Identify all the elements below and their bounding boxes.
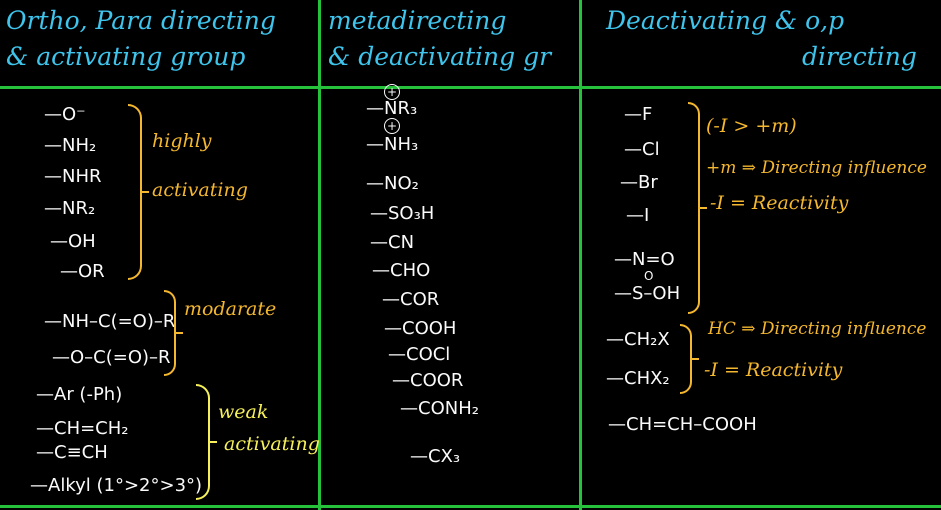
- col1-item: —OR: [60, 261, 105, 282]
- col1-item: —C≡CH: [36, 442, 108, 463]
- col3-item: —N=O: [614, 249, 675, 270]
- note-halogen-directing: +m ⇒ Directing influence: [706, 158, 927, 178]
- col1-item: —NH₂: [44, 135, 97, 156]
- note-moderate: modarate: [184, 298, 277, 320]
- heading-col3-line1: Deactivating & o,p: [606, 6, 845, 35]
- col1-item: —NHR: [44, 166, 102, 187]
- brace-halogens: [688, 102, 707, 314]
- column-divider-2: [579, 0, 582, 510]
- col2-item: —COOR: [392, 370, 464, 391]
- heading-col1-line1: Ortho, Para directing: [6, 6, 276, 35]
- column-divider-1: [318, 0, 321, 510]
- bottom-border: [0, 505, 941, 508]
- col3-item: —Cl: [624, 139, 660, 160]
- col2-item: —COOH: [384, 318, 457, 339]
- col2-item: —NO₂: [366, 173, 419, 194]
- note-halogen-reactivity: -I = Reactivity: [710, 192, 849, 214]
- col2-item: —CONH₂: [400, 398, 479, 419]
- note-weak: weak: [218, 401, 269, 423]
- col2-item: —NH₃: [366, 134, 419, 155]
- col2-item: —COR: [382, 289, 440, 310]
- col1-item: —Alkyl (1°>2°>3°): [30, 475, 203, 496]
- heading-col1-line2: & activating group: [6, 42, 246, 71]
- col3-item: —S–OH: [614, 283, 681, 304]
- positive-charge-icon: +: [384, 118, 400, 134]
- col3-item: —F: [624, 104, 653, 125]
- col1-item: —O–C(=O)–R: [52, 347, 171, 368]
- col3-item: —CH=CH–COOH: [608, 414, 757, 435]
- note-halomethyl-directing: HC ⇒ Directing influence: [708, 319, 927, 339]
- col1-item: —Ar (-Ph): [36, 384, 123, 405]
- col1-item: —NR₂: [44, 198, 96, 219]
- col3-item: —CHX₂: [606, 368, 670, 389]
- col2-item: —CHO: [372, 260, 431, 281]
- col1-item: —O⁻: [44, 104, 86, 125]
- note-activating: activating: [152, 179, 248, 201]
- sulfur-double-bond-oxygen: O: [644, 269, 654, 283]
- note-weak-activating: activating: [224, 433, 320, 455]
- col2-item: —NR₃: [366, 98, 418, 119]
- heading-col2-line1: metadirecting: [328, 6, 507, 35]
- note-halomethyl-reactivity: -I = Reactivity: [704, 359, 843, 381]
- heading-col3-line2: directing: [802, 42, 917, 71]
- col3-item: —Br: [620, 172, 658, 193]
- col2-item: —SO₃H: [370, 203, 435, 224]
- brace-weak-activating: [196, 384, 217, 500]
- header-divider: [0, 86, 941, 89]
- brace-halomethyl: [680, 324, 699, 394]
- col1-item: —OH: [50, 231, 96, 252]
- col2-item: —CX₃: [410, 446, 461, 467]
- brace-highly-activating: [128, 104, 149, 280]
- col1-item: —CH=CH₂: [36, 418, 129, 439]
- col2-item: —COCl: [388, 344, 451, 365]
- brace-moderate: [164, 290, 183, 376]
- heading-col2-line2: & deactivating gr: [328, 42, 552, 71]
- note-halogen-effect: (-I > +m): [706, 115, 797, 137]
- col1-item: —NH–C(=O)–R: [44, 311, 176, 332]
- col2-item: —CN: [370, 232, 415, 253]
- note-highly: highly: [152, 130, 212, 152]
- col3-item: —I: [626, 205, 650, 226]
- col3-item: —CH₂X: [606, 329, 670, 350]
- positive-charge-icon: +: [384, 84, 400, 100]
